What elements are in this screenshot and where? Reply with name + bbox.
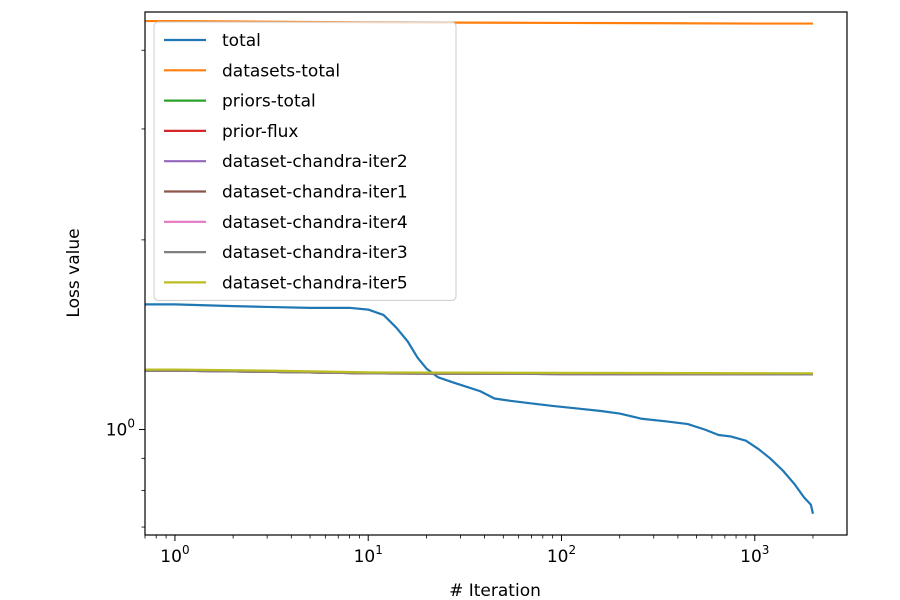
- legend-label-7: dataset-chandra-iter3: [222, 243, 408, 263]
- plot-frame: [144, 11, 848, 536]
- legend-label-6: dataset-chandra-iter4: [222, 213, 408, 233]
- series-line-0: [145, 303, 815, 514]
- series-line-8: [145, 368, 813, 375]
- legend-label-5: dataset-chandra-iter1: [222, 183, 408, 203]
- legend-box: [153, 21, 457, 301]
- y-axis-ticks: 100: [106, 416, 145, 440]
- legend-label-3: prior-flux: [222, 122, 298, 142]
- y-tick-label-0: 100: [106, 416, 135, 440]
- legend-label-2: priors-total: [222, 92, 316, 112]
- x-tick-label-0: 100: [160, 543, 189, 567]
- x-axis-label: # Iteration: [449, 581, 541, 600]
- x-tick-label-3: 103: [740, 543, 769, 567]
- x-tick-label-1: 101: [354, 543, 383, 567]
- legend-label-1: datasets-total: [222, 61, 340, 81]
- legend: total datasets-total priors-total prior-flu…: [153, 21, 457, 301]
- y-axis-label: Loss value: [64, 228, 84, 317]
- x-tick-label-2: 102: [547, 543, 576, 567]
- legend-label-8: dataset-chandra-iter5: [222, 273, 408, 293]
- series-group: [145, 19, 815, 514]
- legend-label-4: dataset-chandra-iter2: [222, 152, 408, 172]
- x-axis-ticks: 100 101 102 103: [160, 535, 769, 567]
- legend-label-0: total: [222, 31, 261, 51]
